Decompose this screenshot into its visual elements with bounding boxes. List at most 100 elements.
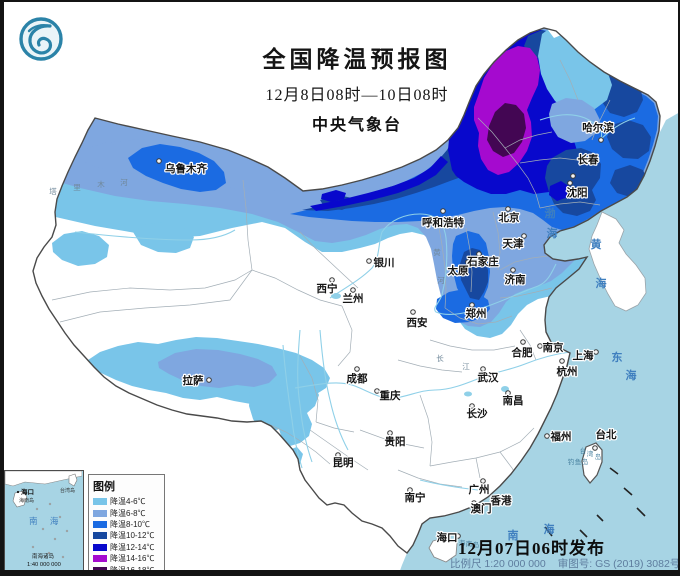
band-12-14-shenyang [549,181,570,201]
city-marker [505,206,511,212]
city-label: 长春 [578,153,599,166]
inset-islands-label: 南海诸岛 [32,552,55,560]
logo-swirl-tail [27,24,52,33]
city-marker [598,137,604,143]
legend-label: 降温14-16℃ [110,554,155,564]
inset-taiwan [68,473,78,487]
city-marker [156,158,162,164]
rivers [74,114,636,491]
city-label: 海口 [437,531,458,544]
city-label: 杭州 [557,365,578,378]
sea-label: 海 [544,522,555,536]
city-marker [471,500,477,506]
city-marker [407,487,413,493]
sea-label: 台 [580,446,587,455]
legend-swatch [93,520,107,528]
band-12-14-border [310,156,448,211]
river-label: 木 [97,179,105,189]
inset-taiwan-label: 台湾岛 [60,487,75,494]
province-borders [51,59,611,488]
city-marker [537,343,543,349]
city-marker [350,287,356,293]
city-marker [570,173,576,179]
footer-meta: 比例尺 1:20 000 000 审图号: GS (2019) 3082号 [450,556,680,571]
taiwan-island [581,442,603,484]
city-marker [520,339,526,345]
legend-swatch [93,498,107,506]
city-marker [374,388,380,394]
city-marker [544,433,550,439]
logo-swirl [28,24,53,55]
river-label: 塔 [49,186,57,196]
inset-map: 海口 海南岛 台湾岛 南 海 南海诸岛 1:40 000 000 [4,470,83,568]
city-label: 太原 [447,264,469,277]
frame-edge-left [0,0,4,576]
city-label: 哈尔滨 [582,121,614,134]
sea-label: 南 [508,528,519,542]
sea-label: 岛 [595,452,602,461]
hainan-island [428,536,458,563]
city-label: 南宁 [405,491,426,504]
city-marker [440,208,446,214]
city-label: 济南 [505,273,526,286]
city-marker [559,358,565,364]
city-label: 香港 [490,494,512,507]
city-label: 兰州 [343,292,364,305]
city-label: 长沙 [467,407,488,420]
city-marker [387,430,393,436]
city-label: 台北 [596,428,617,441]
island-chain-marks [544,467,646,538]
legend-label: 降温8-10℃ [110,519,151,529]
city-label: 重庆 [380,389,401,402]
city-marker [455,533,461,539]
inset-haikou-dot [16,490,20,494]
city-label: 西宁 [317,282,338,295]
city-marker [469,403,475,409]
inset-haikou-label: 海口 [21,487,34,496]
band-6-8-tibet [158,349,277,388]
city-label: 石家庄 [466,255,499,268]
city-marker [366,258,372,264]
city-marker [521,233,527,239]
city-label: 南京 [543,341,564,354]
city-marker [476,251,482,257]
qinghai-lake [331,293,341,299]
city-label: 贵阳 [385,435,406,448]
frame-edge-bottom [0,570,680,576]
band-6-8-harbin [549,98,600,143]
legend-label: 降温12-14℃ [110,542,155,552]
sea-label: 鱼 [575,457,582,466]
city-label: 银川 [374,256,395,269]
legend-swatch [93,543,107,551]
legend-item: 降温4-6℃ [93,496,160,507]
city-label: 成都 [347,372,368,385]
legend-item: 降温14-16℃ [93,553,160,564]
city-label: 沈阳 [567,186,588,199]
city-label: 澳门 [471,502,492,515]
city-marker [505,390,511,396]
legend-item: 降温12-14℃ [93,542,160,553]
china-national-border [32,27,661,554]
band-4-6-xinjiang-1 [52,231,109,266]
city-label: 西安 [407,316,428,329]
city-label: 上海 [573,349,594,362]
band-12-14-patch [321,190,346,202]
city-label: 昆明 [333,457,354,469]
city-label: 呼和浩特 [422,216,464,229]
city-marker [480,478,486,484]
city-marker [335,452,341,458]
china-meteorological-administration-logo [19,17,63,61]
city-marker [592,445,598,451]
city-marker [593,349,599,355]
band-10-12-ne-2 [607,120,651,159]
sea-label: 海 [547,226,558,240]
legend-label: 降温10-12℃ [110,531,155,541]
city-marker [510,267,516,273]
frame-edge-top [0,0,680,2]
city-label: 福州 [550,430,572,443]
frame-edge-right [678,0,680,576]
map-approval-number: 审图号: GS (2019) 3082号 [557,558,680,570]
